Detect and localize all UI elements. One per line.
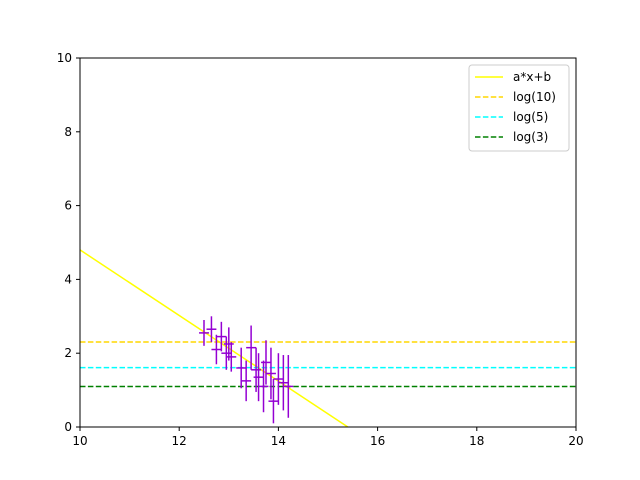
y-tick-label-1: 2 — [64, 346, 72, 360]
errorbar-point-12 — [258, 360, 269, 413]
y-tick-label-3: 6 — [64, 199, 72, 213]
errorbar-point-6 — [226, 342, 237, 372]
x-tick-label-0: 10 — [72, 434, 87, 448]
plot-area — [80, 249, 576, 427]
legend-label-2: log(5) — [513, 110, 548, 124]
x-tick-label-4: 18 — [469, 434, 484, 448]
legend: a*x+b log(10) log(5) log(3) — [468, 64, 570, 152]
y-tick-label-5: 10 — [57, 51, 72, 65]
legend-label-3: log(3) — [513, 130, 548, 144]
legend-box — [468, 64, 570, 152]
errorbar-point-15 — [268, 379, 279, 424]
legend-label-1: log(10) — [513, 90, 556, 104]
y-tick-label-0: 0 — [64, 420, 72, 434]
errorbar-point-4 — [221, 336, 232, 370]
errorbar-point-10 — [251, 347, 262, 392]
y-tick-label-4: 8 — [64, 125, 72, 139]
errorbar-point-17 — [278, 355, 289, 411]
x-tick-label-2: 14 — [271, 434, 286, 448]
errorbar-point-9 — [246, 325, 257, 370]
errorbar-point-1 — [206, 316, 217, 343]
series-line-0 — [80, 249, 349, 427]
errorbar-point-8 — [241, 360, 252, 402]
x-tick-label-1: 12 — [172, 434, 187, 448]
errorbar-point-2 — [211, 334, 222, 365]
plot-clipped — [80, 249, 576, 427]
errorbar-point-13 — [261, 340, 271, 385]
errorbar-point-0 — [199, 319, 209, 346]
axes: 10 12 14 16 18 20 0 2 4 6 8 10 — [57, 51, 584, 448]
x-tick-label-5: 20 — [568, 434, 583, 448]
errorbar-point-11 — [253, 353, 264, 402]
x-tick-label-3: 16 — [370, 434, 385, 448]
legend-label-0: a*x+b — [513, 70, 551, 84]
y-tick-label-2: 4 — [64, 272, 72, 286]
errorbar-point-3 — [216, 321, 227, 352]
axes-frame — [79, 57, 577, 428]
errorbar-point-14 — [266, 347, 276, 400]
errorbar-point-18 — [283, 355, 294, 418]
errorbar-point-16 — [273, 353, 284, 405]
errorbar-point-5 — [223, 327, 234, 361]
